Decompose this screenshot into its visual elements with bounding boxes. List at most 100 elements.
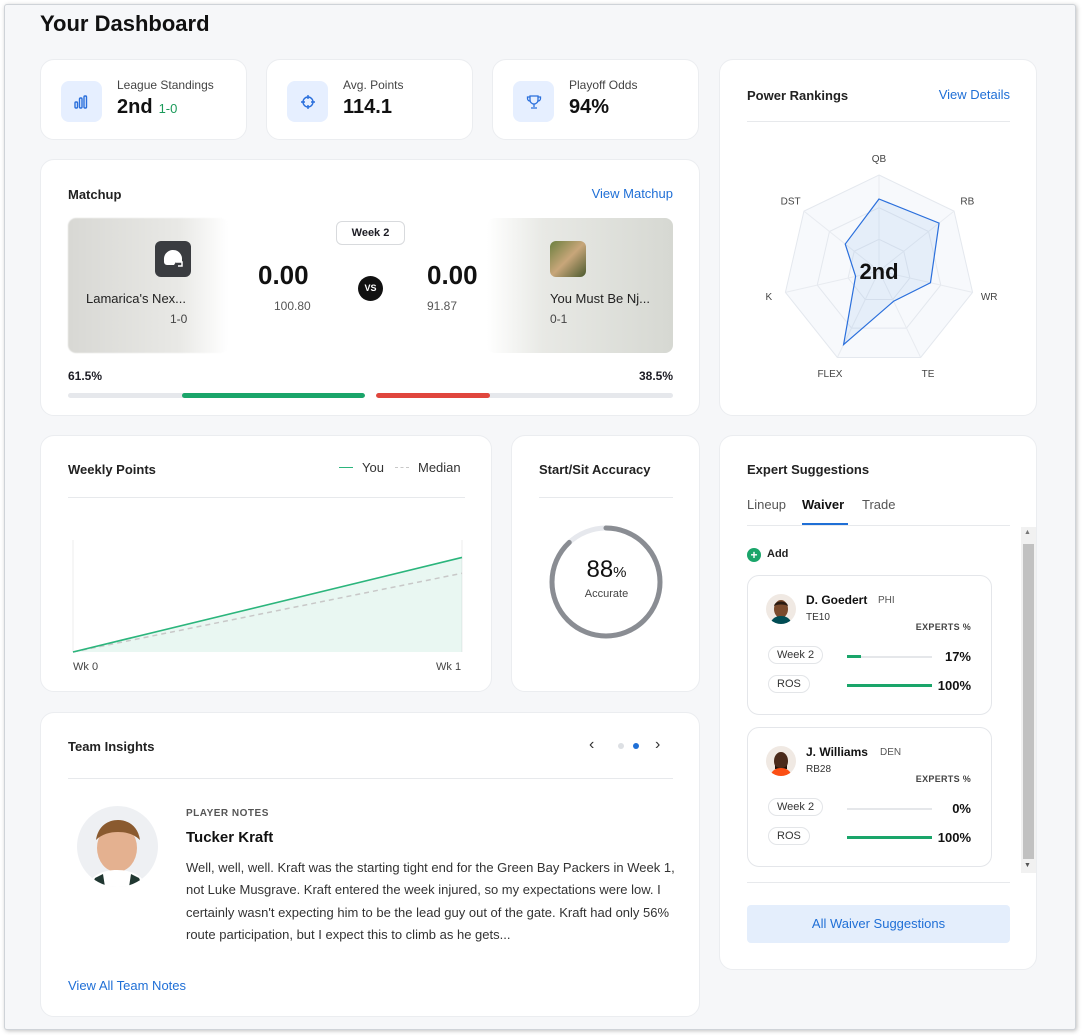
start-sit-title: Start/Sit Accuracy [539, 462, 651, 477]
view-details-link[interactable]: View Details [938, 87, 1010, 102]
accuracy-label: Accurate [584, 588, 629, 600]
series-line-median [72, 572, 463, 653]
expert-bar-fill [847, 836, 932, 839]
stat-card-league-standings[interactable]: League Standings 2nd 1-0 [40, 59, 247, 140]
stat-card-avg-points[interactable]: Avg. Points 114.1 [266, 59, 473, 140]
radar-chart: QB RB WR TE FLEX K DST 2nd [765, 155, 997, 380]
team1-win-bar-fill [182, 393, 365, 398]
tab-trade[interactable]: Trade [862, 497, 896, 512]
carousel-dot-active[interactable] [633, 743, 639, 749]
legend-median-swatch [395, 467, 409, 468]
stat-value-text: 2nd [117, 96, 153, 118]
radar-grid-ring [816, 207, 942, 329]
insight-player-name[interactable]: Tucker Kraft [186, 829, 274, 846]
carousel-dot[interactable] [618, 743, 624, 749]
chevron-left-icon[interactable]: ‹ [589, 736, 595, 753]
expert-pct: 100% [937, 678, 971, 693]
row-label: ROS [768, 675, 810, 693]
expert-pct: 0% [952, 801, 971, 816]
insight-category: PLAYER NOTES [186, 808, 269, 819]
radar-axis-label: DST [781, 197, 801, 208]
row-label: Week 2 [768, 646, 824, 664]
view-matchup-link[interactable]: View Matchup [591, 186, 673, 201]
stat-label: League Standings [117, 78, 214, 92]
player-headshot [766, 594, 796, 624]
team1-record: 1-0 [170, 312, 188, 326]
stat-value: 2nd 1-0 [117, 96, 177, 119]
player-position: TE10 [806, 612, 830, 623]
radar-axis-label: TE [922, 369, 935, 380]
legend-median: Median [418, 460, 461, 475]
insight-text: Well, well, well. Kraft was the starting… [186, 860, 675, 942]
player-name[interactable]: J. Williams [806, 745, 868, 759]
team2-avatar [550, 241, 586, 277]
divider [747, 882, 1010, 883]
expert-suggestions-card: Expert Suggestions Lineup Waiver Trade ▲… [719, 435, 1037, 970]
radar-axis-label: K [765, 292, 772, 303]
team-insights-title: Team Insights [68, 739, 155, 754]
weekly-points-title: Weekly Points [68, 462, 156, 477]
divider [539, 497, 673, 498]
weekly-points-chart [72, 540, 463, 653]
stat-value: 94% [569, 96, 610, 118]
team2-banner [487, 218, 673, 353]
scroll-down-icon[interactable]: ▼ [1024, 862, 1031, 869]
radar-axis-label: FLEX [817, 369, 842, 380]
radar-axis-label: RB [960, 197, 974, 208]
stat-label: Avg. Points [343, 78, 404, 92]
stat-record: 1-0 [158, 101, 178, 116]
scrollbar-thumb[interactable] [1023, 544, 1034, 859]
expert-bar [847, 684, 932, 687]
radar-spoke [878, 270, 973, 293]
matchup-card: Matchup View Matchup Week 2 Lamarica's N… [40, 159, 700, 416]
tab-waiver[interactable]: Waiver [802, 497, 845, 512]
ring-progress [549, 525, 663, 639]
team2-name[interactable]: You Must Be Nj... [550, 291, 650, 306]
radar-spoke [785, 270, 880, 293]
radar-spoke [878, 270, 922, 358]
player-card[interactable]: J. Williams DEN RB28 EXPERTS % Week 2 0%… [747, 727, 992, 867]
team1-win-pct: 61.5% [68, 369, 103, 383]
stat-card-playoff-odds[interactable]: Playoff Odds 94% [492, 59, 699, 140]
stat-value: 114.1 [343, 96, 392, 118]
accuracy-ring [549, 525, 663, 639]
player-team: DEN [880, 747, 902, 758]
vs-badge: VS [358, 276, 383, 301]
radar-spoke [803, 210, 880, 272]
expert-pct: 100% [937, 830, 971, 845]
matchup-title: Matchup [68, 187, 122, 202]
chevron-right-icon[interactable]: › [655, 736, 661, 753]
divider [68, 778, 673, 779]
power-rankings-card: Power Rankings View Details QB RB WR TE FLEX… [719, 59, 1037, 416]
stat-label: Playoff Odds [569, 78, 638, 92]
legend-you: You [362, 460, 384, 475]
legend-you-swatch [339, 467, 353, 468]
power-rankings-title: Power Rankings [747, 88, 849, 103]
accuracy-unit: % [613, 564, 627, 581]
series-line-you [72, 556, 463, 653]
row-label: ROS [768, 827, 810, 845]
scrollbar[interactable]: ▲ ▼ [1021, 527, 1036, 873]
page-title: Your Dashboard [40, 11, 210, 36]
trophy-icon [513, 81, 554, 122]
accuracy-value: 88% [512, 556, 701, 584]
player-avatar [77, 806, 158, 887]
scroll-up-icon[interactable]: ▲ [1024, 529, 1031, 536]
week-badge[interactable]: Week 2 [336, 221, 405, 245]
radar-spoke [878, 210, 955, 272]
team-insights-card: Team Insights ‹ › PLAYER NOTES Tucker Kr… [40, 712, 700, 1017]
weekly-points-card: Weekly Points You Median Wk 0 Wk 1 [40, 435, 492, 692]
player-name[interactable]: D. Goedert [806, 593, 868, 607]
tab-lineup[interactable]: Lineup [747, 497, 787, 512]
team1-name[interactable]: Lamarica's Nex... [86, 291, 187, 306]
divider [747, 121, 1010, 122]
experts-label: EXPERTS % [915, 774, 971, 784]
dashboard-frame: Your Dashboard League Standings 2nd 1-0 A… [4, 4, 1076, 1030]
team2-win-bar [376, 393, 673, 398]
team2-win-bar-fill [376, 393, 491, 398]
player-card[interactable]: D. Goedert PHI TE10 EXPERTS % Week 2 17%… [747, 575, 992, 715]
team1-win-bar [68, 393, 365, 398]
all-waiver-suggestions-button[interactable]: All Waiver Suggestions [747, 905, 1010, 943]
view-all-team-notes-link[interactable]: View All Team Notes [68, 978, 187, 993]
expert-pct: 17% [944, 649, 971, 664]
